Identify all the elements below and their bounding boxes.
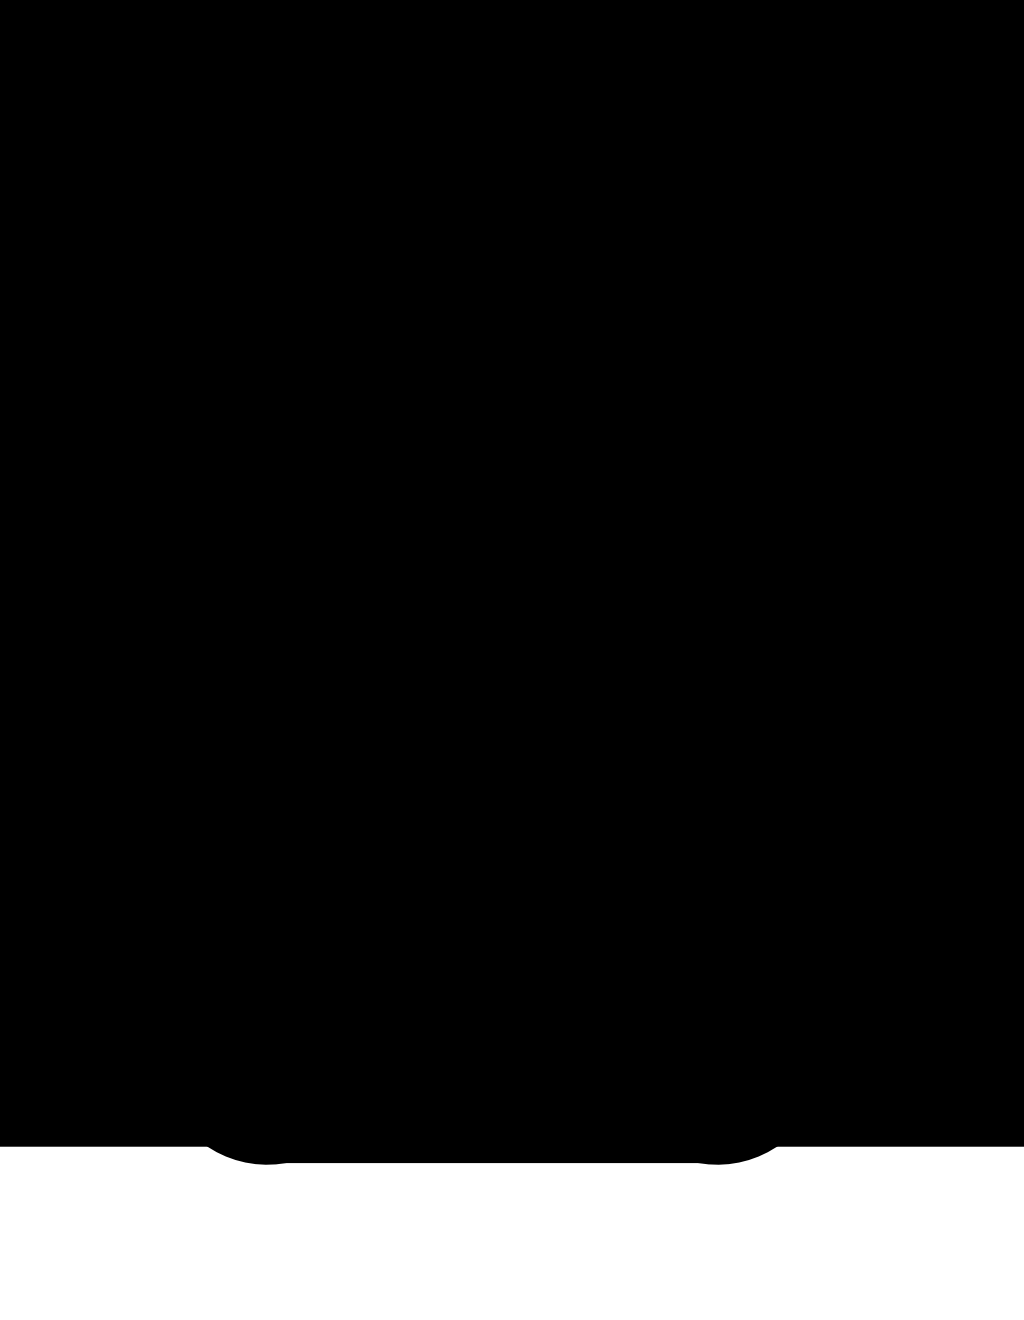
Bar xyxy=(503,515,513,539)
Bar xyxy=(461,548,589,561)
Text: 28a: 28a xyxy=(456,503,501,527)
Bar xyxy=(335,696,715,709)
Bar xyxy=(335,669,715,681)
Text: 28a: 28a xyxy=(545,511,578,525)
Bar xyxy=(450,927,477,965)
Text: 21: 21 xyxy=(587,1020,602,1034)
Bar xyxy=(415,965,569,973)
Bar xyxy=(335,661,715,669)
Bar xyxy=(415,985,569,999)
Text: 24: 24 xyxy=(608,548,625,561)
Text: D2: D2 xyxy=(454,870,471,883)
Text: 23: 23 xyxy=(608,562,625,576)
Text: 21: 21 xyxy=(608,601,625,612)
Text: 23: 23 xyxy=(587,986,602,999)
Text: 24: 24 xyxy=(734,668,750,681)
Text: X: X xyxy=(520,738,529,751)
Text: 22: 22 xyxy=(608,578,625,591)
Bar xyxy=(477,927,483,960)
Text: D2: D2 xyxy=(441,579,459,593)
Bar xyxy=(503,539,547,548)
Text: FIG.17A: FIG.17A xyxy=(479,649,570,669)
Text: D2: D2 xyxy=(591,579,608,593)
Text: 22: 22 xyxy=(734,696,750,709)
Text: FIG.17B: FIG.17B xyxy=(479,767,570,787)
Text: Patent Application Publication    Feb. 4, 2016   Sheet 17 of 43      US 2016/003: Patent Application Publication Feb. 4, 2… xyxy=(222,178,827,191)
Text: 29: 29 xyxy=(587,916,602,929)
Text: D2: D2 xyxy=(528,455,545,469)
Text: 21: 21 xyxy=(734,718,750,731)
Bar xyxy=(335,709,715,739)
Text: 25b: 25b xyxy=(719,659,742,672)
Text: 29: 29 xyxy=(719,583,734,597)
Text: 29: 29 xyxy=(315,583,331,597)
Text: D2: D2 xyxy=(516,446,534,459)
Text: 23: 23 xyxy=(734,681,750,694)
Text: X: X xyxy=(488,1040,497,1053)
Text: 24: 24 xyxy=(587,973,602,986)
Bar xyxy=(483,915,497,965)
Text: 28b: 28b xyxy=(587,940,610,953)
Bar xyxy=(335,681,715,696)
Text: 25b: 25b xyxy=(587,962,610,975)
Bar xyxy=(419,619,480,661)
Text: 25a: 25a xyxy=(458,533,498,546)
Bar xyxy=(415,1014,569,1040)
Bar xyxy=(537,515,547,539)
Bar xyxy=(461,560,589,577)
Text: Y: Y xyxy=(486,870,494,883)
Bar xyxy=(461,577,589,593)
Text: 25b: 25b xyxy=(307,659,331,672)
Bar xyxy=(513,515,537,539)
Text: 28b: 28b xyxy=(719,634,742,647)
Text: D2: D2 xyxy=(500,455,516,469)
Bar xyxy=(461,593,589,620)
Bar xyxy=(415,973,569,985)
Text: Y: Y xyxy=(521,619,528,631)
Text: 22: 22 xyxy=(587,999,602,1012)
Text: FIG.17C: FIG.17C xyxy=(446,1069,538,1089)
Text: 25a: 25a xyxy=(549,535,578,548)
Text: 28b: 28b xyxy=(307,634,331,647)
Bar xyxy=(569,619,631,661)
Bar xyxy=(415,999,569,1014)
